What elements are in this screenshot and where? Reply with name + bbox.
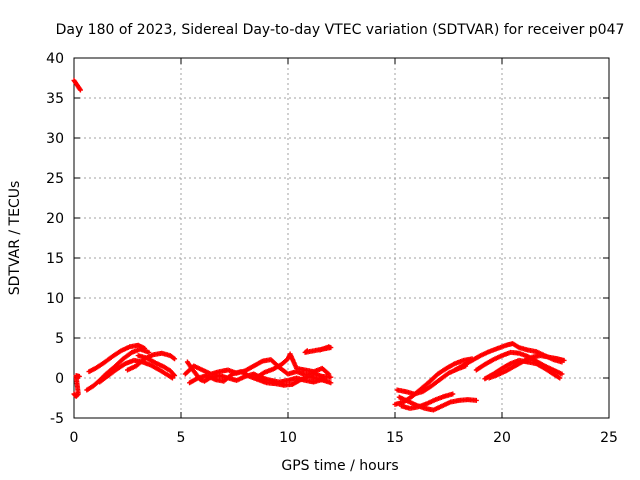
trail-arc-b — [86, 342, 148, 375]
y-tick-label: 5 — [55, 331, 64, 347]
x-tick-label: 25 — [600, 430, 618, 446]
y-tick-labels: -5 0 5 10 15 20 25 30 35 40 — [46, 51, 64, 427]
data-point — [450, 391, 456, 397]
data-point — [557, 375, 563, 381]
data-point — [561, 357, 567, 363]
x-tick-labels: 0 5 10 15 20 25 — [70, 430, 618, 446]
data-marks — [71, 77, 567, 413]
data-point — [324, 378, 330, 384]
y-tick-label: 30 — [46, 131, 64, 147]
trail-arc-e — [135, 353, 178, 379]
chart-title: Day 180 of 2023, Sidereal Day-to-day VTE… — [56, 22, 625, 38]
trail-arc-k — [473, 349, 565, 377]
y-tick-label: -5 — [50, 411, 64, 427]
x-axis-label: GPS time / hours — [281, 458, 398, 474]
y-tick-label: 10 — [46, 291, 64, 307]
trail-early-spike — [71, 77, 83, 93]
data-point — [304, 348, 310, 354]
data-point — [473, 397, 479, 403]
trail-mid-c — [253, 351, 332, 381]
y-tick-label: 0 — [55, 371, 64, 387]
data-point — [559, 371, 565, 377]
trail-arc-i — [398, 391, 456, 411]
data-point — [172, 373, 178, 379]
trail-mid-d — [187, 369, 330, 388]
y-tick-label: 35 — [46, 91, 64, 107]
trail-arc-m — [482, 357, 563, 382]
data-point — [326, 371, 332, 377]
x-tick-label: 0 — [70, 430, 79, 446]
data-point — [328, 374, 334, 380]
data-point — [77, 87, 83, 93]
data-point — [142, 345, 148, 351]
plot-frame — [73, 57, 610, 419]
data-point — [172, 356, 178, 362]
data-point — [76, 373, 82, 379]
grid-lines — [74, 58, 609, 418]
y-axis-label: SDTVAR / TECUs — [7, 181, 23, 296]
x-tick-label: 5 — [177, 430, 186, 446]
trail-early-low — [71, 373, 82, 399]
x-tick-label: 20 — [493, 430, 511, 446]
y-tick-label: 15 — [46, 251, 64, 267]
data-point — [328, 380, 334, 386]
y-tick-label: 25 — [46, 171, 64, 187]
y-tick-label: 20 — [46, 211, 64, 227]
x-tick-label: 10 — [279, 430, 297, 446]
x-tick-label: 15 — [386, 430, 404, 446]
data-point — [171, 372, 177, 378]
trail-late-blip — [302, 344, 334, 355]
y-tick-label: 40 — [46, 51, 64, 67]
data-point — [146, 349, 152, 355]
